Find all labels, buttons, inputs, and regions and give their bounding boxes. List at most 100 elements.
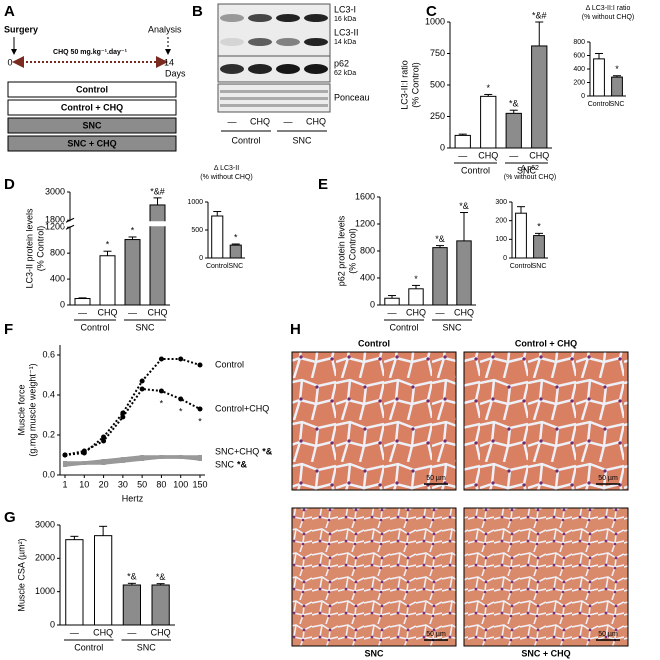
bar: [211, 215, 224, 259]
day-end: 14: [164, 57, 174, 67]
bar: [65, 539, 84, 626]
significance: *: [486, 83, 490, 93]
scale-bar-label: 50 µm: [426, 475, 446, 482]
blot-band: [248, 38, 272, 46]
y-tick-label: 1600: [355, 191, 375, 201]
x-tick-label: CHQ: [151, 627, 171, 637]
inset-subtitle: (% without CHQ): [200, 174, 253, 181]
bar: [515, 212, 527, 259]
panel-letter: H: [290, 321, 301, 338]
x-tick-label: —: [127, 627, 136, 637]
group-label: SNC: [137, 642, 157, 652]
y-axis-label: Muscle force: [16, 384, 26, 435]
panel-letter: G: [4, 509, 16, 526]
y-tick-label: 1200: [355, 218, 375, 228]
bar: [149, 204, 166, 306]
scale-bar-label: 50 µm: [598, 475, 618, 482]
blot-band: [248, 64, 272, 74]
point: [178, 455, 183, 459]
point: [120, 410, 126, 416]
panel-letter: E: [318, 176, 328, 193]
x-tick-label: —: [388, 307, 397, 317]
significance: *: [615, 64, 619, 74]
point: [139, 386, 145, 392]
group-label: SNC: [517, 165, 537, 175]
y-tick-label: 200: [573, 79, 585, 86]
bar: [456, 240, 472, 306]
blot-band: [304, 38, 328, 46]
x-tick-label: CHQ: [478, 150, 498, 160]
point: [82, 461, 87, 465]
bar: [124, 239, 141, 306]
lane-label: CHQ: [306, 116, 326, 126]
x-tick-label: 30: [118, 479, 128, 489]
break-mark: [65, 217, 75, 223]
day-start: 0: [7, 57, 12, 67]
point: [139, 378, 145, 384]
treatment-label: CHQ 50 mg.kg⁻¹.day⁻¹: [53, 49, 128, 56]
day-unit: Days: [165, 68, 186, 78]
point: [140, 457, 145, 461]
x-tick-label: CHQ: [454, 307, 474, 317]
histology-image: [291, 507, 457, 647]
point: [159, 455, 164, 459]
band-name: p62: [334, 58, 349, 68]
blot-band: [220, 14, 244, 22]
y-tick-label: 1000: [35, 586, 55, 596]
group-label: Control: [76, 84, 108, 94]
lane-label: —: [284, 116, 293, 126]
y-axis-label: (% Control): [347, 228, 357, 274]
band-name: LC3-I: [334, 4, 356, 14]
y-tick-label: 0: [199, 255, 203, 262]
lane-label: CHQ: [250, 116, 270, 126]
blot-band: [304, 14, 328, 22]
group-label: Control: [461, 165, 490, 175]
point: [120, 414, 126, 420]
x-tick-label: 80: [156, 479, 166, 489]
significance: *&: [262, 446, 273, 456]
legend-label: Control+CHQ: [215, 403, 269, 413]
blot-band: [276, 14, 300, 22]
histology-image: [291, 351, 457, 491]
image-label: Control + CHQ: [515, 338, 577, 348]
bar: [384, 297, 400, 306]
point: [198, 457, 202, 461]
y-tick-label: 500: [191, 227, 203, 234]
y-tick-label: 0.2: [42, 429, 55, 439]
significance: *&: [435, 234, 445, 244]
ponceau-band: [220, 97, 328, 100]
x-tick-label: CHQ: [529, 150, 549, 160]
x-tick-label: —: [70, 627, 79, 637]
bar: [122, 584, 141, 626]
blot-band: [220, 38, 244, 46]
band-size: 16 kDa: [334, 16, 356, 23]
panel-letter: D: [4, 176, 15, 193]
x-tick-label: —: [458, 150, 467, 160]
x-tick-label: 50: [137, 479, 147, 489]
bar: [505, 112, 522, 149]
x-tick-label: CHQ: [406, 307, 426, 317]
y-axis-label: LC3-II:I ratio: [399, 60, 409, 110]
significance: *&#: [532, 10, 547, 20]
histology-image: [463, 507, 629, 647]
break-mark: [65, 224, 75, 230]
band-size: 62 kDa: [334, 70, 356, 77]
bar: [432, 247, 448, 306]
image-label: SNC + CHQ: [521, 648, 570, 658]
y-tick-label: 500: [430, 79, 445, 89]
y-tick-label: 1000: [187, 199, 203, 206]
bar: [151, 584, 170, 626]
bar: [94, 535, 113, 626]
bar: [593, 58, 605, 97]
point: [178, 356, 184, 362]
bar: [408, 288, 424, 306]
panel-letter: C: [426, 3, 437, 20]
panel-letter: F: [4, 321, 13, 338]
x-tick-label: 150: [192, 479, 207, 489]
group-label: Control: [80, 322, 109, 332]
group-label: Control: [74, 642, 103, 652]
significance: *: [537, 222, 541, 232]
significance: *&: [509, 99, 519, 109]
y-tick-label: 0: [60, 299, 65, 309]
y-tick-label: 1200: [45, 222, 65, 232]
